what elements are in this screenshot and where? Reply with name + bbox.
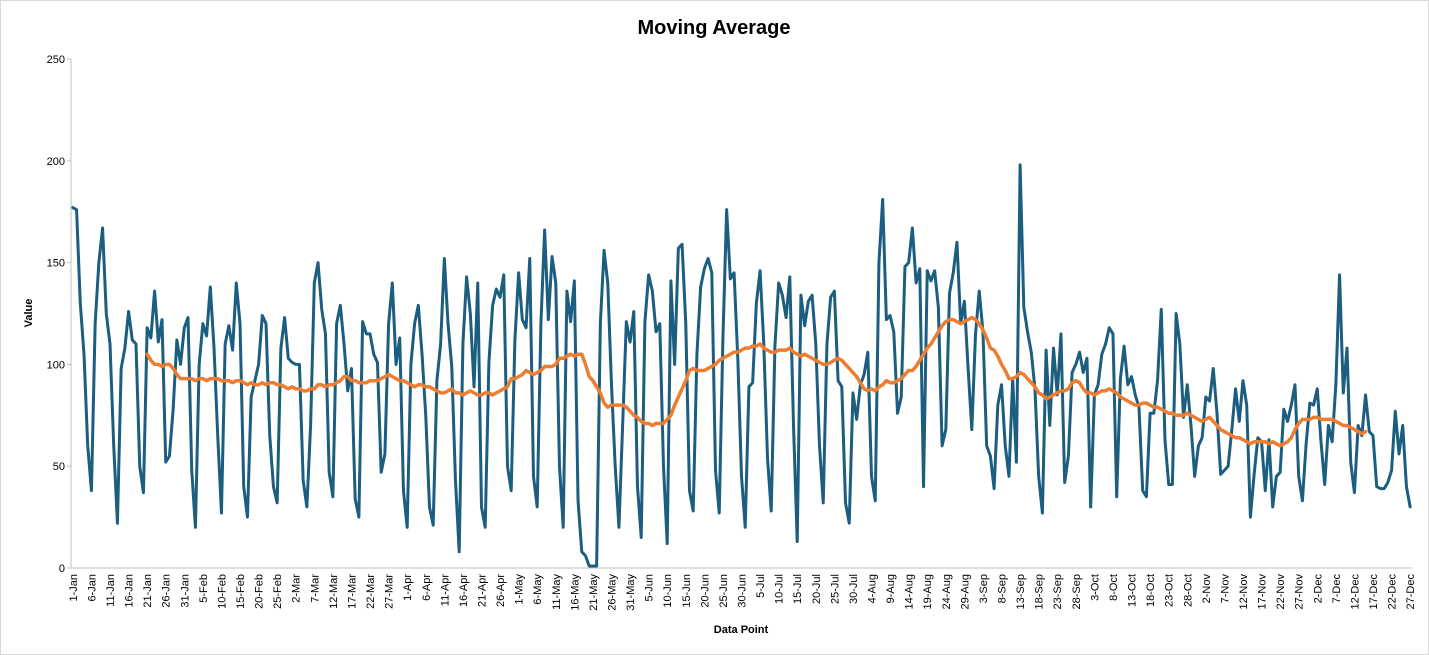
chart-title: Moving Average [638,17,791,39]
moving-average-line [145,315,1368,448]
x-tick-label: 10-Jul [774,574,786,604]
x-tick-label: 13-Oct [1127,574,1139,607]
x-tick-label: 25-Feb [272,574,284,609]
x-tick-label: 12-Nov [1238,574,1250,610]
y-axis: 0 50 100 150 200 250 [47,54,72,575]
y-tick-label: 50 [53,461,65,473]
x-tick-label: 29-Aug [959,574,971,609]
x-tick-label: 17-Nov [1257,574,1269,610]
x-tick-label: 3-Sep [978,574,990,603]
x-tick-label: 7-Dec [1331,574,1343,604]
x-tick-label: 5-Jul [755,574,767,598]
x-tick-label: 1-May [514,574,526,605]
x-tick-label: 22-Nov [1275,574,1287,610]
x-tick-label: 30-Jul [848,574,860,604]
y-tick-label: 0 [59,563,65,575]
x-tick-label: 26-May [606,574,618,611]
x-tick-label: 22-Mar [365,574,377,609]
x-tick-label: 26-Jan [161,574,173,608]
x-tick-label: 7-Mar [309,574,321,603]
x-tick-label: 27-Nov [1294,574,1306,610]
x-tick-label: 28-Oct [1182,574,1194,607]
x-tick-label: 23-Oct [1164,574,1176,607]
x-tick-label: 18-Sep [1034,574,1046,609]
x-tick-label: 2-Mar [291,574,303,603]
x-tick-label: 16-Jan [124,574,136,608]
x-tick-label: 21-Apr [476,574,488,607]
x-tick-label: 6-Apr [421,574,433,601]
x-tick-label: 2-Dec [1312,574,1324,604]
x-tick-label: 20-Feb [254,574,266,609]
data-series-line [71,163,1412,568]
x-tick-label: 3-Oct [1089,574,1101,601]
x-tick-label: 9-Aug [885,574,897,603]
x-tick-label: 2-Nov [1201,574,1213,604]
x-tick-label: 20-Jul [811,574,823,604]
x-axis: 1-Jan 6-Jan 11-Jan 16-Jan 21-Jan 26-Jan 31-Jan… [68,567,1417,611]
x-tick-label: 11-Apr [439,574,451,607]
x-tick-label: 17-Dec [1368,574,1380,610]
y-tick-label: 200 [47,156,65,168]
x-tick-label: 27-Dec [1405,574,1417,610]
x-tick-label: 11-May [551,574,563,610]
x-tick-label: 10-Jun [662,574,674,608]
x-tick-label: 21-May [588,574,600,611]
y-tick-label: 100 [47,359,65,371]
x-tick-label: 30-Jun [737,574,749,608]
x-tick-label: 20-Jun [699,574,711,608]
series-layer [71,163,1412,568]
x-tick-label: 10-Feb [216,574,228,609]
x-tick-label: 21-Jan [142,574,154,608]
x-tick-label: 1-Jan [68,574,80,602]
x-tick-label: 8-Oct [1108,574,1120,601]
x-tick-label: 15-Feb [235,574,247,609]
y-tick-label: 250 [47,54,65,66]
x-tick-label: 31-May [625,574,637,611]
x-tick-label: 13-Sep [1015,574,1027,609]
x-tick-label: 28-Sep [1071,574,1083,609]
x-tick-label: 8-Sep [997,574,1009,603]
x-tick-label: 7-Nov [1219,574,1231,604]
x-tick-label: 25-Jul [829,574,841,604]
x-tick-label: 15-Jun [681,574,693,608]
x-tick-label: 27-Mar [384,574,396,609]
x-tick-label: 19-Aug [922,574,934,609]
x-tick-label: 22-Dec [1387,574,1399,610]
x-tick-label: 6-Jan [86,574,98,602]
x-tick-label: 24-Aug [941,574,953,609]
x-tick-label: 12-Dec [1349,574,1361,610]
x-tick-label: 31-Jan [179,574,191,608]
x-tick-label: 18-Oct [1145,574,1157,607]
x-tick-label: 12-Mar [328,574,340,609]
x-tick-label: 23-Sep [1052,574,1064,609]
x-tick-label: 4-Aug [867,574,879,603]
x-tick-label: 14-Aug [904,574,916,609]
y-tick-label: 150 [47,258,65,270]
y-axis-title: Value [23,299,35,328]
x-tick-label: 16-May [569,574,581,611]
x-tick-label: 11-Jan [105,574,117,607]
x-tick-label: 17-Mar [346,574,358,609]
x-tick-label: 6-May [532,574,544,605]
x-tick-label: 16-Apr [458,574,470,607]
x-tick-label: 26-Apr [495,574,507,607]
x-axis-title: Data Point [714,624,769,636]
x-tick-label: 5-Feb [198,574,210,603]
x-tick-label: 25-Jun [718,574,730,608]
x-tick-label: 15-Jul [792,574,804,604]
x-tick-label: 5-Jun [644,574,656,602]
x-tick-label: 1-Apr [402,574,414,601]
